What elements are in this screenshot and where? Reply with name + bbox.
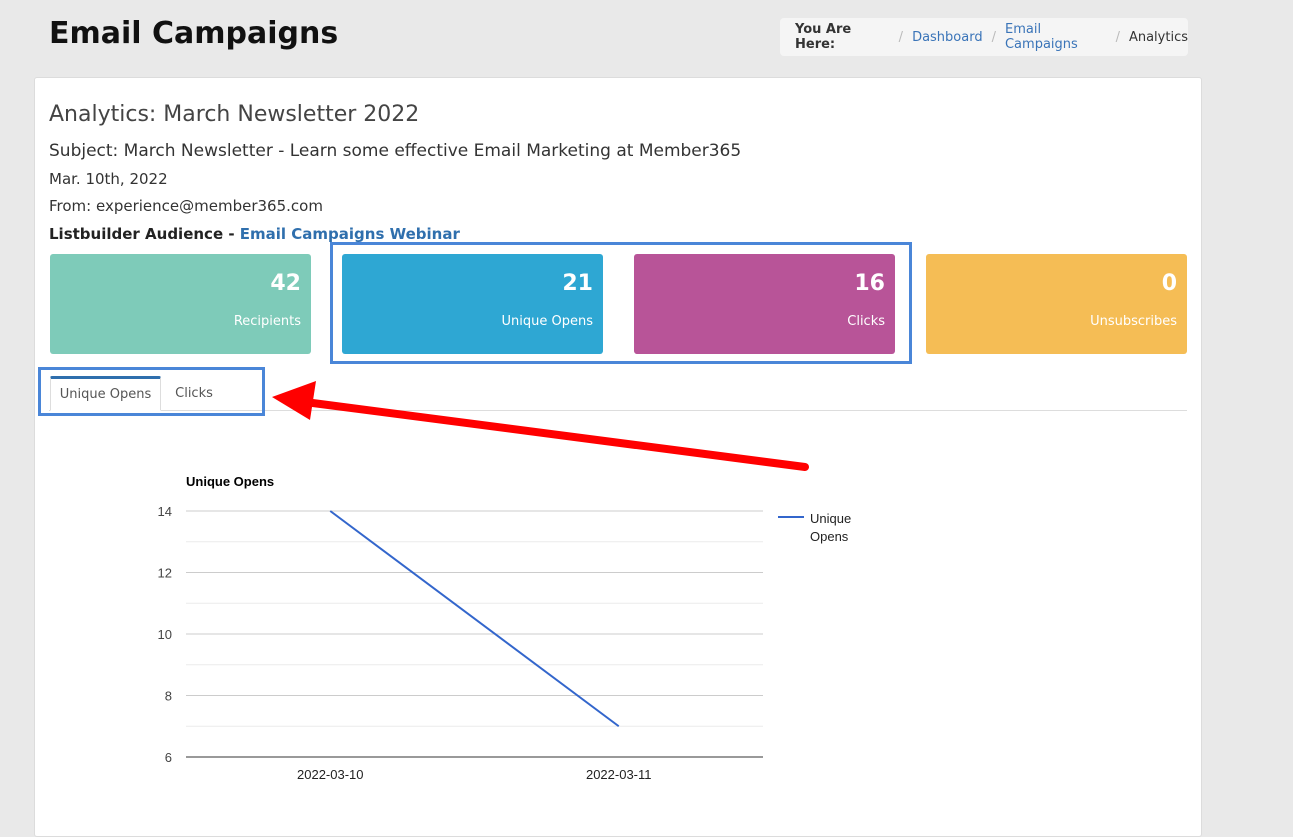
y-tick-label: 14: [158, 504, 172, 519]
x-tick-label: 2022-03-11: [586, 767, 652, 782]
chart-title: Unique Opens: [186, 474, 274, 489]
y-tick-label: 8: [165, 689, 172, 704]
series-line-unique-opens: [330, 511, 619, 726]
y-tick-label: 10: [158, 627, 172, 642]
y-tick-label: 12: [158, 566, 172, 581]
unique-opens-chart: Unique Opens 6 8 10 12 14 2022-03-10 2022-03-…: [0, 0, 1293, 816]
y-tick-label: 6: [165, 750, 172, 765]
x-tick-label: 2022-03-10: [297, 767, 364, 782]
